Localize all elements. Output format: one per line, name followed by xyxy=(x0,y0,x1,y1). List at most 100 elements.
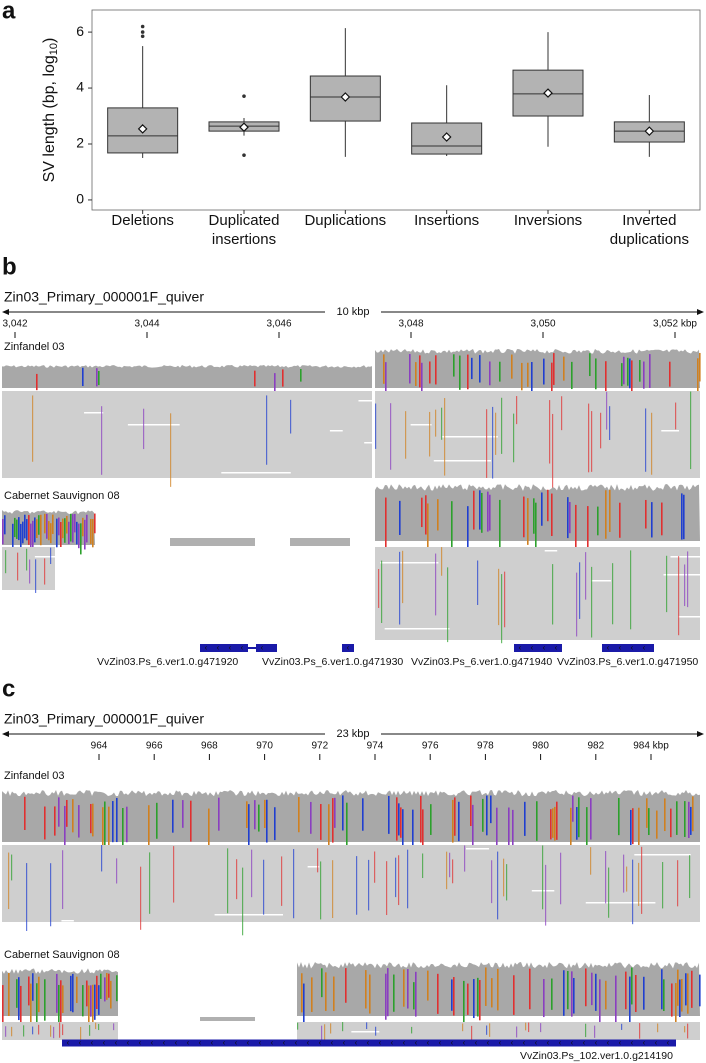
variant-stripe xyxy=(94,513,96,534)
variant-stripe xyxy=(547,489,549,522)
variant-stripe xyxy=(421,497,423,528)
variant-stripe xyxy=(427,970,429,1001)
variant-stripe xyxy=(402,809,404,851)
gene-strand: ‹ xyxy=(607,643,610,652)
variant-stripe xyxy=(573,977,575,1014)
variant-stripe xyxy=(627,357,629,386)
variant-stripe xyxy=(630,809,632,853)
mismatch xyxy=(528,1022,530,1033)
mismatch xyxy=(411,1026,413,1034)
variant-stripe xyxy=(679,979,681,1018)
read-gap xyxy=(410,424,432,426)
mismatch xyxy=(173,846,175,903)
variant-stripe xyxy=(639,360,641,382)
variant-stripe xyxy=(551,362,553,398)
mismatch xyxy=(687,551,689,608)
variant-stripe xyxy=(28,976,30,1006)
gene-strand: ‹ xyxy=(247,1038,250,1047)
variant-stripe xyxy=(605,980,607,1010)
variant-stripe xyxy=(399,500,401,535)
gene-strand: ‹ xyxy=(259,1038,262,1047)
mismatch xyxy=(489,1023,491,1037)
mismatch xyxy=(435,409,437,437)
mismatch xyxy=(398,855,400,906)
mismatch xyxy=(684,1026,686,1033)
variant-stripe xyxy=(90,518,92,544)
variant-stripe xyxy=(569,501,571,534)
mismatch xyxy=(506,864,508,901)
variant-stripe xyxy=(60,522,62,547)
mismatch xyxy=(632,859,634,925)
gene-strand: ‹ xyxy=(403,1038,406,1047)
mismatch xyxy=(600,412,602,449)
mismatch xyxy=(429,411,431,457)
box xyxy=(107,107,179,154)
mismatch xyxy=(590,847,592,875)
variant-stripe xyxy=(122,808,124,853)
x-tick-label: Duplications xyxy=(304,212,386,229)
variant-stripe xyxy=(595,358,597,390)
variant-stripe xyxy=(362,798,364,831)
span-arrow xyxy=(2,731,9,737)
gene-strand: ‹ xyxy=(217,643,220,652)
mismatch xyxy=(101,845,103,872)
mismatch xyxy=(605,851,607,904)
variant-stripe xyxy=(96,368,98,387)
variant-stripe xyxy=(479,355,481,383)
mismatch xyxy=(560,852,562,905)
gene-feature xyxy=(342,644,354,652)
track-name: Cabernet Sauvignon 08 xyxy=(4,949,120,961)
mismatch xyxy=(464,845,466,872)
variant-stripe xyxy=(172,799,174,833)
mismatch xyxy=(59,1022,61,1038)
read-track xyxy=(297,1022,700,1042)
mismatch xyxy=(324,1024,326,1041)
variant-stripe xyxy=(699,974,701,1007)
variant-stripe xyxy=(332,798,334,843)
variant-stripe xyxy=(661,969,663,1010)
mismatch xyxy=(405,411,407,459)
mismatch xyxy=(356,856,358,915)
gene-strand: ‹ xyxy=(347,643,350,652)
variant-stripe xyxy=(282,369,284,387)
gene-strand: ‹ xyxy=(331,1038,334,1047)
variant-stripe xyxy=(645,499,647,529)
variant-stripe xyxy=(631,967,633,1005)
gene-label: VvZin03.Ps_102.ver1.0.g214190 xyxy=(520,1050,673,1062)
panel-label: b xyxy=(2,253,17,280)
mismatch xyxy=(641,846,643,914)
mismatch xyxy=(486,409,488,478)
mismatch xyxy=(452,859,454,884)
mismatch xyxy=(38,1024,40,1035)
variant-stripe xyxy=(385,973,387,1020)
variant-stripe xyxy=(524,801,526,836)
reads-area xyxy=(2,845,700,922)
mismatch xyxy=(677,860,679,907)
variant-stripe xyxy=(571,971,573,1017)
variant-stripe xyxy=(563,356,565,381)
panel-label: a xyxy=(2,0,16,24)
mismatch xyxy=(44,558,46,585)
coverage-track xyxy=(297,962,701,1029)
variant-stripe xyxy=(254,800,256,830)
variant-stripe xyxy=(407,969,409,1009)
mismatch xyxy=(498,568,500,626)
variant-stripe xyxy=(499,499,501,548)
mismatch xyxy=(588,403,590,473)
variant-stripe xyxy=(24,514,26,539)
read-gap xyxy=(384,628,450,630)
variant-stripe xyxy=(535,502,537,553)
mismatch xyxy=(395,857,397,898)
variant-stripe xyxy=(30,523,32,548)
variant-stripe xyxy=(116,975,118,1002)
variant-stripe xyxy=(300,368,302,382)
variant-stripe xyxy=(684,801,686,837)
ruler-tick-label: 966 xyxy=(146,741,163,752)
coverage-track xyxy=(2,365,372,394)
variant-stripe xyxy=(78,805,80,838)
read-gap xyxy=(34,556,77,558)
mismatch xyxy=(251,849,253,898)
span-arrow xyxy=(697,309,704,315)
variant-stripe xyxy=(94,984,96,1020)
mismatch xyxy=(17,552,19,581)
